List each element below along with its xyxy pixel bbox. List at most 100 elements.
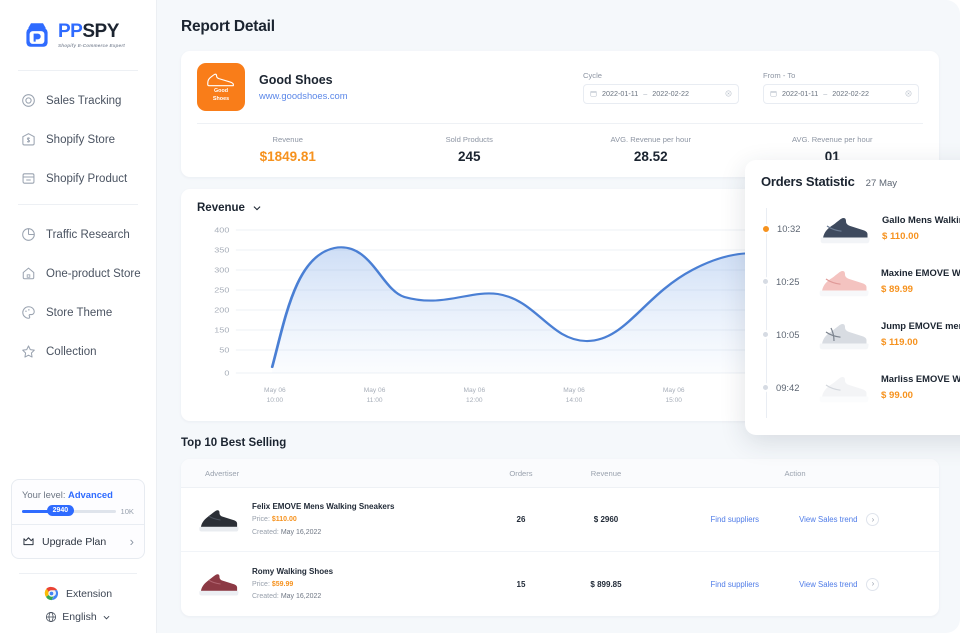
list-item[interactable]: 10:05 Jump EMOVE mens walking s... $ 119… bbox=[761, 308, 960, 361]
product-summary-card: Good Shoes Good Shoes www.goodshoes.com … bbox=[181, 51, 939, 177]
maroon-sneaker-icon bbox=[199, 574, 239, 596]
home-icon bbox=[22, 267, 35, 280]
upgrade-plan-label: Upgrade Plan bbox=[42, 535, 107, 548]
product-created-line: Created: May 16,2022 bbox=[252, 528, 394, 539]
level-progress-area: Your level: Advanced 2940 10K bbox=[12, 480, 144, 524]
chevron-down-icon bbox=[103, 615, 110, 619]
from-to-separator: – bbox=[823, 89, 828, 98]
stat-value: 245 bbox=[457, 149, 481, 164]
x-tick-date: May 06 bbox=[662, 387, 685, 394]
language-label: English bbox=[62, 611, 97, 623]
from-to-date-range-input[interactable]: 2022-01-11 – 2022-02-22 bbox=[763, 83, 919, 104]
created-label: Created: bbox=[252, 528, 279, 536]
order-time: 10:05 bbox=[776, 329, 800, 340]
product-logo-line1: Good bbox=[213, 88, 229, 95]
revenue-cell: $ 2960 bbox=[593, 515, 619, 524]
product-name: Felix EMOVE Mens Walking Sneakers bbox=[252, 502, 395, 511]
sidebar-item-shopify-store[interactable]: Shopify Store bbox=[0, 120, 156, 159]
created-value: May 16,2022 bbox=[280, 528, 322, 536]
product-name: Good Shoes bbox=[259, 73, 333, 87]
sidebar-item-shopify-product[interactable]: Shopify Product bbox=[0, 159, 156, 198]
chevron-right-icon[interactable]: › bbox=[866, 577, 880, 591]
product-info: Romy Walking Shoes Price: $59.99 Created… bbox=[252, 566, 333, 603]
list-item[interactable]: 10:25 Maxine EMOVE Walking $ 89.99 bbox=[761, 255, 960, 308]
view-sales-trend-link[interactable]: View Sales trend bbox=[799, 579, 858, 589]
extension-link[interactable]: Extension bbox=[11, 574, 145, 601]
product-info: Felix EMOVE Mens Walking Sneakers Price:… bbox=[252, 501, 394, 538]
x-tick-time: 12:00 bbox=[466, 396, 483, 404]
level-progress-max: 10K bbox=[120, 507, 134, 516]
column-header-revenue: Revenue bbox=[590, 468, 622, 478]
timeline-dot bbox=[761, 330, 770, 339]
cycle-separator: – bbox=[643, 89, 648, 98]
clear-circle-icon[interactable] bbox=[905, 90, 912, 97]
list-item[interactable]: 10:32 Gallo Mens Walking Sneakers... $ 1… bbox=[761, 202, 960, 255]
product-box-icon bbox=[22, 173, 35, 184]
product-name: Romy Walking Shoes bbox=[252, 566, 334, 576]
chart-x-tick: May 06 14:00 bbox=[524, 386, 624, 405]
chevron-down-icon[interactable] bbox=[252, 203, 262, 213]
language-selector[interactable]: English bbox=[11, 601, 145, 623]
order-price: $ 110.00 bbox=[882, 230, 919, 242]
svg-text:50: 50 bbox=[219, 347, 230, 355]
sidebar-divider-top bbox=[18, 70, 138, 71]
navy-sneaker-icon bbox=[820, 217, 870, 243]
from-to-end-date: 2022-02-22 bbox=[832, 89, 870, 98]
upgrade-plan-button[interactable]: Upgrade Plan › bbox=[12, 524, 144, 558]
clear-circle-icon[interactable] bbox=[725, 90, 732, 97]
level-progress-fill bbox=[22, 510, 51, 513]
sidebar-item-collection[interactable]: Collection bbox=[0, 332, 156, 371]
list-item[interactable]: 09:42 Marliss EMOVE Walking $ 99.00 bbox=[761, 361, 960, 414]
column-header-action: Action bbox=[784, 468, 806, 478]
table-row[interactable]: Felix EMOVE Mens Walking Sneakers Price:… bbox=[181, 488, 939, 552]
sidebar-item-label: Shopify Store bbox=[46, 133, 116, 146]
price-value: $59.99 bbox=[271, 580, 294, 588]
x-tick-time: 14:00 bbox=[565, 396, 583, 404]
find-suppliers-link[interactable]: Find suppliers bbox=[710, 579, 760, 589]
target-icon bbox=[22, 94, 35, 107]
revenue-chart-header[interactable]: Revenue bbox=[197, 202, 923, 214]
order-text: Maxine EMOVE Walking $ 89.99 bbox=[881, 266, 960, 298]
sidebar-item-sales-tracking[interactable]: Sales Tracking bbox=[0, 81, 156, 120]
created-value: May 16,2022 bbox=[280, 593, 322, 600]
orders-panel-title: Orders Statistic bbox=[761, 174, 855, 189]
sidebar-item-one-product-store[interactable]: One-product Store bbox=[0, 254, 156, 293]
chevron-right-icon[interactable]: › bbox=[866, 513, 880, 526]
table-row[interactable]: Romy Walking Shoes Price: $59.99 Created… bbox=[181, 552, 939, 616]
view-trend-group[interactable]: View Sales trend › bbox=[799, 513, 880, 526]
sidebar-item-store-theme[interactable]: Store Theme bbox=[0, 293, 156, 332]
date-filters: Cycle 2022-01-11 – 2022-02-22 From - To bbox=[583, 71, 923, 104]
chart-area-fill bbox=[272, 247, 885, 373]
pink-sneaker-icon bbox=[819, 270, 869, 296]
price-label: Price: bbox=[252, 516, 270, 523]
order-text: Jump EMOVE mens walking s... $ 119.00 bbox=[881, 319, 960, 351]
nav-group-secondary: Traffic Research One-product Store Store… bbox=[0, 205, 156, 373]
sidebar-item-label: Collection bbox=[46, 345, 97, 358]
timeline-dot bbox=[761, 277, 770, 286]
view-trend-group[interactable]: View Sales trend › bbox=[799, 577, 880, 591]
x-tick-time: 10:00 bbox=[266, 396, 284, 404]
extension-label: Extension bbox=[65, 587, 113, 600]
store-tag-icon bbox=[22, 133, 35, 146]
from-to-start-date: 2022-01-11 bbox=[782, 89, 819, 98]
sidebar-item-traffic-research[interactable]: Traffic Research bbox=[0, 215, 156, 254]
chart-y-tick-labels: 400 350 300 250 200 150 50 0 bbox=[214, 227, 230, 378]
order-product-name: Jump EMOVE mens walking s... bbox=[881, 319, 960, 331]
product-url[interactable]: www.goodshoes.com bbox=[259, 90, 348, 101]
logo-wordmark: PPSPY bbox=[58, 22, 125, 41]
product-created-line: Created: May 16,2022 bbox=[252, 592, 333, 603]
palette-icon bbox=[22, 306, 35, 319]
product-identity: Good Shoes www.goodshoes.com bbox=[259, 73, 348, 101]
app-logo[interactable]: PPSPY Shopify E-Commerce Expert bbox=[0, 0, 156, 66]
find-suppliers-link[interactable]: Find suppliers bbox=[710, 515, 760, 524]
view-sales-trend-link[interactable]: View Sales trend bbox=[799, 515, 858, 524]
advertiser-cell: Felix EMOVE Mens Walking Sneakers Price:… bbox=[181, 501, 481, 538]
summary-top-row: Good Shoes Good Shoes www.goodshoes.com … bbox=[197, 63, 923, 123]
logo-spy: SPY bbox=[82, 20, 119, 42]
cycle-label: Cycle bbox=[583, 70, 602, 80]
svg-text:400: 400 bbox=[214, 227, 230, 235]
cycle-date-range-input[interactable]: 2022-01-11 – 2022-02-22 bbox=[583, 83, 739, 104]
stat-label: AVG. Revenue per hour bbox=[610, 135, 691, 144]
sidebar-bottom: Your level: Advanced 2940 10K bbox=[0, 479, 156, 633]
